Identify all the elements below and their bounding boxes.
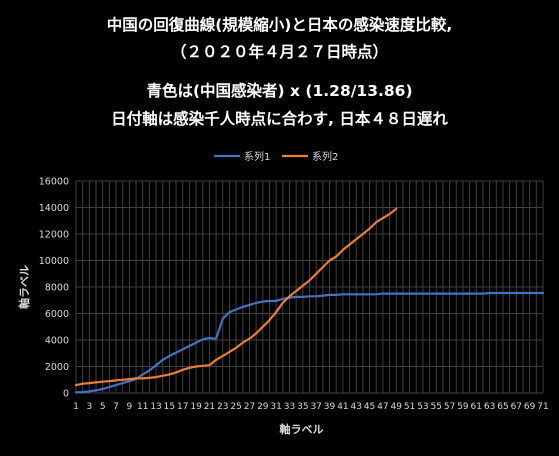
y-tick-label: 2000: [45, 362, 69, 373]
x-tick-label: 11: [137, 402, 148, 412]
x-tick-label: 55: [431, 402, 442, 412]
x-tick-label: 39: [324, 402, 336, 412]
x-tick-label: 3: [86, 402, 92, 412]
x-tick-label: 71: [537, 402, 548, 412]
y-tick-label: 0: [63, 389, 69, 400]
x-tick-label: 21: [204, 402, 215, 412]
y-tick-label: 16000: [39, 177, 69, 188]
chart-title-line-2: （２０２０年４月２７日時点）: [170, 43, 388, 61]
y-tick-label: 6000: [45, 309, 69, 320]
legend-label-2: 系列2: [312, 150, 338, 163]
x-tick-label: 33: [284, 402, 295, 412]
x-tick-label: 61: [471, 402, 482, 412]
x-tick-label: 45: [364, 402, 375, 412]
x-tick-label: 49: [391, 402, 403, 412]
legend-label-1: 系列1: [244, 150, 270, 163]
y-tick-label: 14000: [39, 203, 69, 214]
x-tick-label: 29: [257, 402, 269, 412]
x-tick-label: 23: [217, 402, 228, 412]
x-tick-label: 9: [127, 402, 133, 412]
x-tick-label: 15: [164, 402, 175, 412]
x-tick-label: 27: [244, 402, 255, 412]
x-tick-label: 37: [310, 402, 321, 412]
x-axis-title: 軸ラベル: [280, 422, 324, 436]
series-line-1: [74, 291, 545, 394]
x-tick-label: 69: [524, 402, 536, 412]
x-tick-label: 19: [190, 402, 202, 412]
x-tick-label: 43: [350, 402, 361, 412]
x-tick-label: 17: [177, 402, 188, 412]
x-tick-label: 35: [297, 402, 308, 412]
x-tick-label: 51: [404, 402, 415, 412]
x-tick-label: 59: [457, 402, 469, 412]
x-tick-label: 7: [113, 402, 119, 412]
series-line-2: [74, 207, 398, 387]
y-tick-label: 12000: [39, 230, 69, 241]
x-tick-label: 25: [230, 402, 241, 412]
x-tick-label: 67: [511, 402, 522, 412]
x-tick-label: 5: [100, 402, 106, 412]
x-tick-label: 65: [497, 402, 508, 412]
x-tick-label: 41: [337, 402, 348, 412]
chart-title-line-3: 青色は(中国感染者) x (1.28/13.86): [146, 82, 413, 100]
chart-title-line-1: 中国の回復曲線(規模縮小)と日本の感染速度比較,: [106, 16, 453, 34]
x-tick-label: 1: [73, 402, 79, 412]
x-tick-label: 53: [417, 402, 428, 412]
chart-title-line-4: 日付軸は感染千人時点に合わす, 日本４８日遅れ: [111, 110, 448, 128]
y-tick-label: 8000: [45, 283, 69, 294]
x-tick-label: 47: [377, 402, 388, 412]
y-tick-label: 4000: [45, 336, 69, 347]
y-tick-label: 10000: [39, 256, 69, 267]
y-axis-title: 軸ラベル: [17, 265, 31, 309]
x-tick-label: 57: [444, 402, 455, 412]
x-tick-label: 13: [150, 402, 161, 412]
x-tick-label: 63: [484, 402, 495, 412]
x-tick-label: 31: [270, 402, 281, 412]
